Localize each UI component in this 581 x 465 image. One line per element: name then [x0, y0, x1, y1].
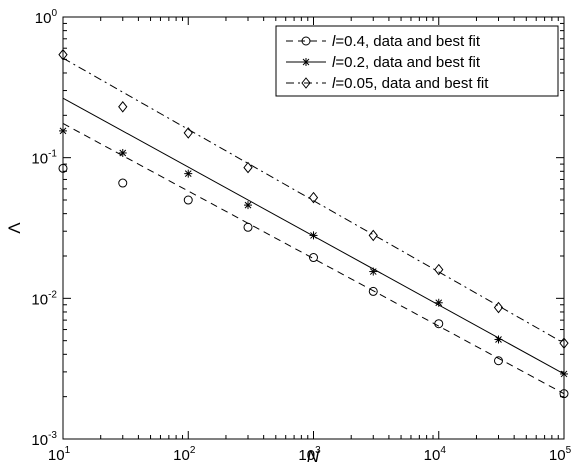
legend-label: l=0.05, data and best fit [332, 75, 489, 92]
legend-marker-circle [301, 36, 311, 46]
legend-marker-asterisk [302, 58, 310, 66]
data-point-diamond [183, 127, 193, 139]
x-tick-label: 101 [48, 445, 71, 464]
ticks: 101 102 103 104 105 10-3 10-2 10-1 100 [31, 8, 571, 464]
data-point-diamond [368, 229, 378, 242]
data-point-circle [243, 222, 253, 232]
asterisk-stroke [119, 149, 127, 157]
x-tick-label: 104 [424, 445, 447, 464]
data-point-asterisk [560, 369, 568, 378]
data-point-circle [368, 286, 378, 296]
series-layer [58, 48, 569, 399]
data-point-diamond [493, 301, 504, 314]
legend-marker-diamond [301, 77, 311, 89]
y-tick-label: 10-3 [31, 430, 57, 449]
asterisk-stroke [560, 370, 568, 378]
y-axis-label: Λ [5, 222, 24, 234]
data-point-circle [183, 195, 193, 205]
legend: l=0.4, data and best fit l=0.2, data and … [275, 25, 559, 97]
legend-box [275, 25, 559, 97]
data-point-circle [559, 389, 569, 399]
asterisk-stroke [244, 201, 252, 209]
data-point-circle [434, 319, 444, 329]
data-point-asterisk [309, 231, 318, 240]
data-point-diamond [243, 161, 253, 174]
y-tick-label: 100 [35, 8, 58, 27]
data-point-asterisk [244, 201, 253, 210]
asterisk-stroke [184, 170, 192, 177]
x-tick-label: 105 [549, 445, 572, 464]
y-tick-label: 10-1 [31, 149, 57, 168]
data-point-asterisk [434, 298, 443, 307]
best-fit-line [62, 123, 565, 395]
asterisk-stroke [59, 127, 67, 135]
asterisk-stroke [310, 232, 317, 239]
y-tick-label: 10-2 [31, 289, 57, 308]
data-point-circle [58, 163, 68, 173]
series-1 [59, 97, 568, 378]
data-point-diamond [308, 191, 319, 204]
data-point-diamond [434, 263, 444, 276]
series-0 [58, 123, 569, 399]
legend-label: l=0.2, data and best fit [332, 54, 481, 71]
x-axis-label: N [307, 447, 320, 465]
data-point-asterisk [118, 148, 127, 157]
data-point-circle [118, 178, 128, 188]
best-fit-line [62, 57, 565, 344]
data-point-circle [494, 356, 504, 366]
asterisk-stroke [495, 336, 502, 343]
data-point-asterisk [369, 267, 378, 276]
data-point-asterisk [59, 126, 67, 135]
asterisk-stroke [369, 268, 377, 275]
asterisk-stroke [302, 58, 310, 66]
data-point-circle [309, 253, 318, 263]
data-point-diamond [559, 337, 569, 349]
x-tick-label: 102 [173, 445, 196, 464]
series-2 [58, 48, 569, 349]
asterisk-stroke [435, 299, 443, 307]
data-point-asterisk [494, 335, 503, 344]
data-point-diamond [58, 48, 68, 61]
x-tick-label: 103 [298, 445, 321, 464]
data-point-asterisk [184, 169, 193, 178]
data-point-diamond [118, 100, 128, 113]
legend-label: l=0.4, data and best fit [332, 33, 481, 50]
